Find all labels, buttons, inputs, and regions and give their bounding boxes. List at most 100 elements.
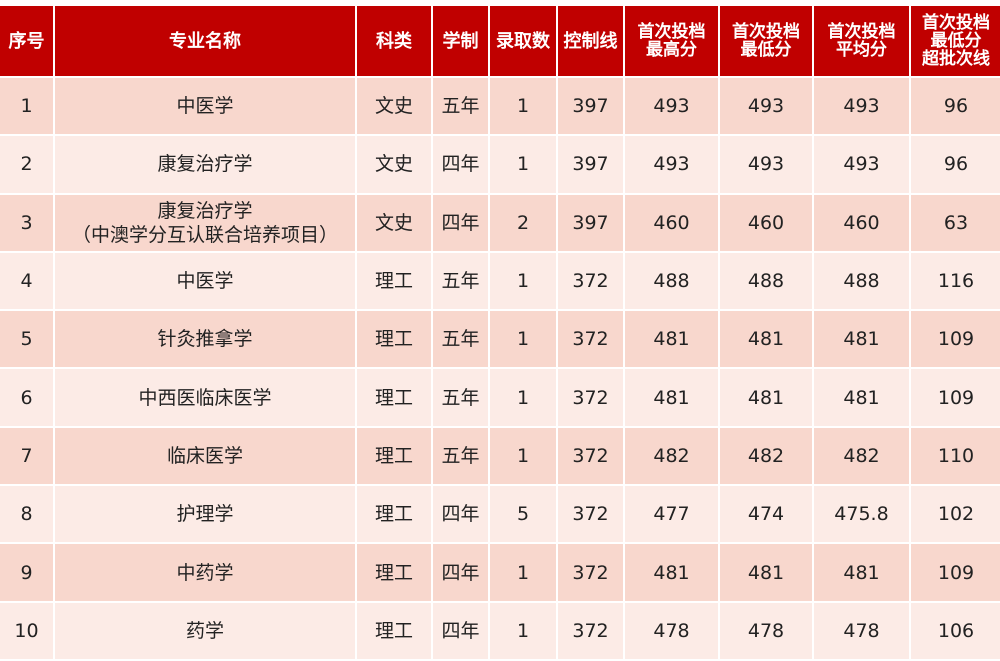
- header-max-score: 首次投档 最高分: [625, 6, 718, 76]
- cell-avg-score: 481: [814, 311, 909, 368]
- cell-over-line: 110: [911, 427, 1000, 485]
- header-admitted: 录取数: [490, 6, 556, 76]
- cell-admitted: 1: [490, 602, 556, 659]
- cell-major: 康复治疗学: [55, 136, 355, 193]
- cell-category: 理工: [357, 252, 431, 310]
- cell-max-score: 477: [625, 486, 718, 543]
- cell-category: 理工: [357, 486, 431, 543]
- cell-major: 针灸推拿学: [55, 311, 355, 368]
- cell-avg-score: 475.8: [814, 486, 909, 543]
- cell-seq: 4: [0, 252, 53, 310]
- cell-major: 中医学: [55, 78, 355, 135]
- cell-duration: 四年: [433, 194, 488, 251]
- cell-control-line: 372: [558, 544, 623, 601]
- cell-duration: 四年: [433, 602, 488, 659]
- cell-duration: 四年: [433, 544, 488, 601]
- cell-seq: 10: [0, 602, 53, 659]
- cell-avg-score: 488: [814, 252, 909, 310]
- cell-over-line: 63: [911, 194, 1000, 251]
- cell-category: 理工: [357, 369, 431, 426]
- cell-category: 文史: [357, 194, 431, 251]
- cell-avg-score: 482: [814, 427, 909, 485]
- cell-max-score: 481: [625, 544, 718, 601]
- cell-avg-score: 493: [814, 78, 909, 135]
- cell-category: 文史: [357, 78, 431, 135]
- cell-over-line: 106: [911, 602, 1000, 659]
- cell-major: 中西医临床医学: [55, 369, 355, 426]
- cell-seq: 2: [0, 136, 53, 193]
- cell-admitted: 1: [490, 78, 556, 135]
- cell-duration: 五年: [433, 78, 488, 135]
- cell-major: 临床医学: [55, 427, 355, 485]
- cell-min-score: 493: [720, 136, 812, 193]
- cell-control-line: 372: [558, 369, 623, 426]
- cell-min-score: 488: [720, 252, 812, 310]
- cell-category: 理工: [357, 427, 431, 485]
- cell-control-line: 397: [558, 78, 623, 135]
- cell-duration: 五年: [433, 427, 488, 485]
- cell-max-score: 460: [625, 194, 718, 251]
- cell-max-score: 488: [625, 252, 718, 310]
- cell-over-line: 116: [911, 252, 1000, 310]
- cell-major: 康复治疗学 （中澳学分互认联合培养项目）: [55, 194, 355, 251]
- header-min-score: 首次投档 最低分: [720, 6, 812, 76]
- cell-admitted: 1: [490, 136, 556, 193]
- cell-control-line: 372: [558, 486, 623, 543]
- cell-min-score: 481: [720, 311, 812, 368]
- cell-admitted: 1: [490, 369, 556, 426]
- cell-seq: 8: [0, 486, 53, 543]
- cell-avg-score: 493: [814, 136, 909, 193]
- cell-duration: 五年: [433, 252, 488, 310]
- cell-min-score: 481: [720, 544, 812, 601]
- cell-control-line: 397: [558, 194, 623, 251]
- cell-control-line: 372: [558, 427, 623, 485]
- cell-over-line: 109: [911, 311, 1000, 368]
- cell-major: 中药学: [55, 544, 355, 601]
- cell-category: 文史: [357, 136, 431, 193]
- header-over-line: 首次投档 最低分 超批次线: [911, 6, 1000, 76]
- cell-over-line: 109: [911, 369, 1000, 426]
- cell-admitted: 1: [490, 311, 556, 368]
- cell-min-score: 474: [720, 486, 812, 543]
- cell-major: 中医学: [55, 252, 355, 310]
- cell-major: 护理学: [55, 486, 355, 543]
- cell-duration: 五年: [433, 369, 488, 426]
- cell-max-score: 481: [625, 311, 718, 368]
- admission-scores-table: 序号 专业名称 科类 学制 录取数 控制线 首次投档 最高分 首次投档 最低分 首次投档 平均分 首次投…: [0, 6, 1000, 659]
- cell-seq: 1: [0, 78, 53, 135]
- cell-seq: 6: [0, 369, 53, 426]
- cell-control-line: 372: [558, 602, 623, 659]
- cell-max-score: 482: [625, 427, 718, 485]
- cell-admitted: 2: [490, 194, 556, 251]
- cell-category: 理工: [357, 602, 431, 659]
- cell-category: 理工: [357, 544, 431, 601]
- cell-admitted: 1: [490, 427, 556, 485]
- cell-over-line: 109: [911, 544, 1000, 601]
- cell-seq: 7: [0, 427, 53, 485]
- cell-min-score: 482: [720, 427, 812, 485]
- header-avg-score: 首次投档 平均分: [814, 6, 909, 76]
- cell-over-line: 102: [911, 486, 1000, 543]
- header-seq: 序号: [0, 6, 53, 76]
- cell-over-line: 96: [911, 78, 1000, 135]
- cell-min-score: 478: [720, 602, 812, 659]
- header-major: 专业名称: [55, 6, 355, 76]
- cell-min-score: 493: [720, 78, 812, 135]
- cell-avg-score: 460: [814, 194, 909, 251]
- cell-category: 理工: [357, 311, 431, 368]
- cell-max-score: 481: [625, 369, 718, 426]
- header-category: 科类: [357, 6, 431, 76]
- cell-max-score: 493: [625, 78, 718, 135]
- cell-major: 药学: [55, 602, 355, 659]
- cell-seq: 9: [0, 544, 53, 601]
- cell-duration: 四年: [433, 486, 488, 543]
- cell-duration: 五年: [433, 311, 488, 368]
- cell-min-score: 481: [720, 369, 812, 426]
- header-control-line: 控制线: [558, 6, 623, 76]
- cell-min-score: 460: [720, 194, 812, 251]
- cell-avg-score: 478: [814, 602, 909, 659]
- cell-avg-score: 481: [814, 544, 909, 601]
- cell-duration: 四年: [433, 136, 488, 193]
- cell-admitted: 5: [490, 486, 556, 543]
- cell-seq: 5: [0, 311, 53, 368]
